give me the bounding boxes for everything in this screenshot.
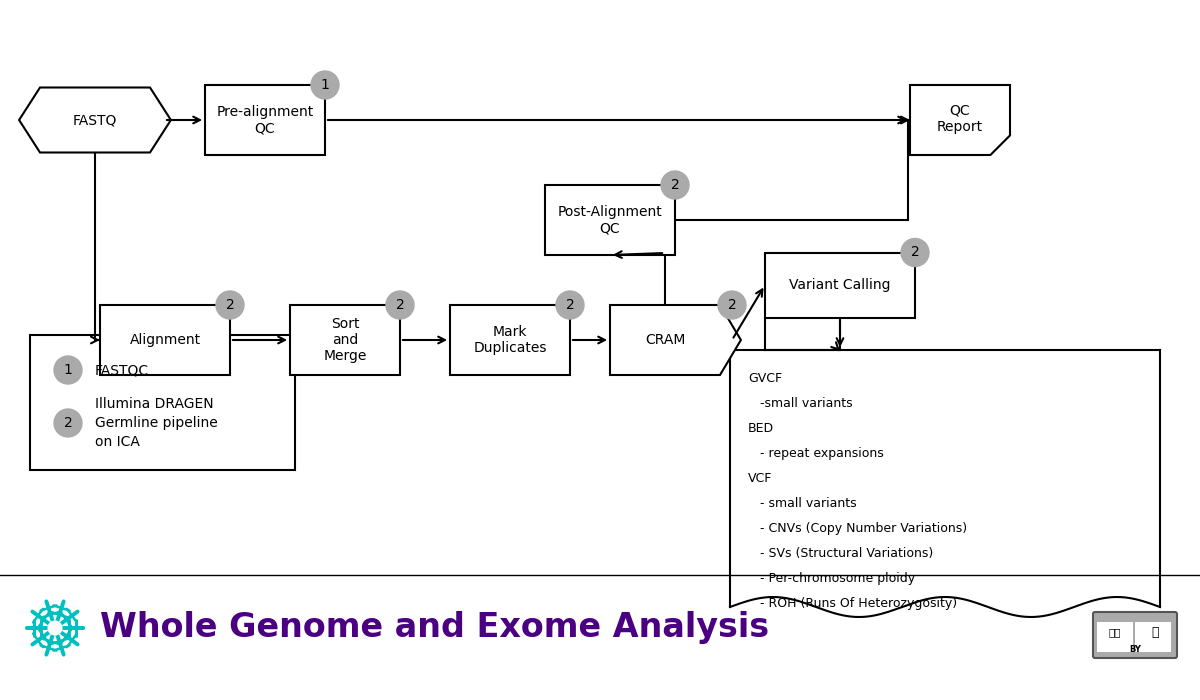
Circle shape xyxy=(216,291,244,319)
Text: GVCF: GVCF xyxy=(748,372,782,385)
Text: 2: 2 xyxy=(226,298,234,312)
Circle shape xyxy=(49,622,61,634)
Circle shape xyxy=(386,291,414,319)
Text: FASTQ: FASTQ xyxy=(73,113,118,127)
Text: - Per-chromosome ploidy: - Per-chromosome ploidy xyxy=(748,572,916,585)
Text: 2: 2 xyxy=(64,416,72,430)
Text: - SVs (Structural Variations): - SVs (Structural Variations) xyxy=(748,547,934,560)
Text: QC
Report: QC Report xyxy=(937,104,983,134)
Text: 2: 2 xyxy=(671,178,679,192)
Text: 1: 1 xyxy=(64,363,72,377)
Text: - repeat expansions: - repeat expansions xyxy=(748,447,883,460)
Bar xyxy=(30,335,295,470)
Text: - CNVs (Copy Number Variations): - CNVs (Copy Number Variations) xyxy=(748,522,967,535)
Circle shape xyxy=(54,409,82,437)
Bar xyxy=(290,305,400,375)
Text: CRAM: CRAM xyxy=(644,333,685,347)
Text: 2: 2 xyxy=(911,246,919,260)
Text: 1: 1 xyxy=(320,78,330,92)
Circle shape xyxy=(556,291,584,319)
Text: 2: 2 xyxy=(565,298,575,312)
Circle shape xyxy=(661,171,689,199)
Polygon shape xyxy=(610,305,740,375)
Circle shape xyxy=(54,356,82,384)
Bar xyxy=(450,305,570,375)
Text: -small variants: -small variants xyxy=(748,397,853,410)
Text: 2: 2 xyxy=(727,298,737,312)
Text: Post-Alignment
QC: Post-Alignment QC xyxy=(558,205,662,235)
Circle shape xyxy=(311,71,340,99)
Text: Pre-alignment
QC: Pre-alignment QC xyxy=(216,105,313,135)
Text: Sort
and
Merge: Sort and Merge xyxy=(323,317,367,363)
Text: VCF: VCF xyxy=(748,472,773,485)
Text: ⒸⒸ: ⒸⒸ xyxy=(1109,627,1121,637)
Text: Alignment: Alignment xyxy=(130,333,200,347)
Text: BED: BED xyxy=(748,422,774,435)
Bar xyxy=(205,85,325,155)
Bar xyxy=(1135,622,1171,652)
Text: Illumina DRAGEN
Germline pipeline
on ICA: Illumina DRAGEN Germline pipeline on ICA xyxy=(95,396,217,449)
Polygon shape xyxy=(19,88,170,153)
Text: FASTQC: FASTQC xyxy=(95,363,149,377)
Polygon shape xyxy=(910,85,1010,155)
Bar xyxy=(545,185,674,255)
FancyBboxPatch shape xyxy=(1093,612,1177,658)
Bar xyxy=(100,305,230,375)
Text: Variant Calling: Variant Calling xyxy=(790,278,890,292)
Text: - small variants: - small variants xyxy=(748,497,857,510)
Text: Mark
Duplicates: Mark Duplicates xyxy=(473,325,547,355)
Text: - ROH (Runs Of Heterozygosity): - ROH (Runs Of Heterozygosity) xyxy=(748,597,958,610)
Text: 2: 2 xyxy=(396,298,404,312)
Bar xyxy=(766,253,916,318)
Text: ⓘ: ⓘ xyxy=(1151,626,1159,638)
Circle shape xyxy=(718,291,746,319)
Bar xyxy=(1097,622,1133,652)
Text: Whole Genome and Exome Analysis: Whole Genome and Exome Analysis xyxy=(100,612,769,645)
Text: BY: BY xyxy=(1129,645,1141,654)
Circle shape xyxy=(901,239,929,267)
